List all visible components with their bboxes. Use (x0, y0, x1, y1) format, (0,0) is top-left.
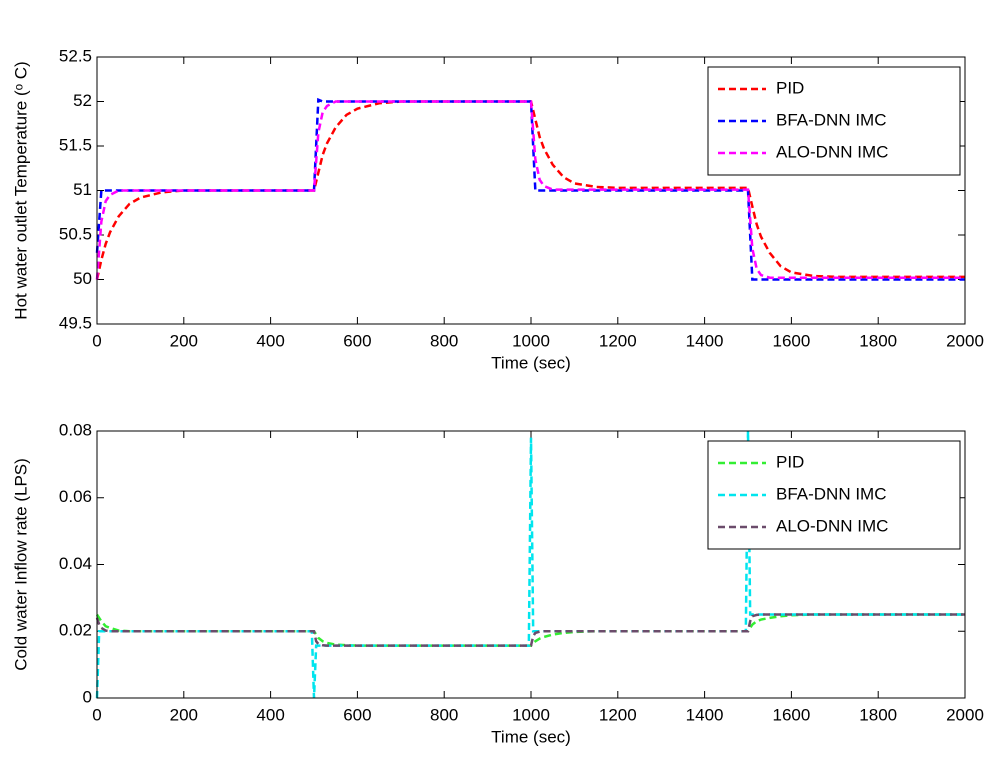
y-tick-label: 52.5 (59, 46, 92, 65)
x-tick-label: 2000 (946, 331, 984, 350)
series-line (95, 430, 965, 699)
y-axis-label: Hot water outlet Temperature (ᵒ C) (11, 61, 30, 319)
x-tick-label: 400 (256, 705, 284, 724)
legend-label: ALO-DNN IMC (776, 142, 888, 161)
legend-label: BFA-DNN IMC (776, 484, 887, 503)
y-tick-label: 0 (83, 687, 92, 706)
x-tick-label: 1600 (772, 705, 810, 724)
y-tick-label: 50 (73, 269, 92, 288)
x-tick-label: 1600 (772, 331, 810, 350)
x-tick-label: 400 (256, 331, 284, 350)
x-tick-label: 0 (92, 331, 101, 350)
y-tick-label: 52 (73, 91, 92, 110)
y-tick-label: 0.06 (59, 487, 92, 506)
y-tick-label: 0.02 (59, 621, 92, 640)
x-tick-label: 200 (170, 331, 198, 350)
x-tick-label: 1000 (512, 705, 550, 724)
x-tick-label: 200 (170, 705, 198, 724)
x-tick-label: 1800 (859, 331, 897, 350)
series-line (95, 613, 965, 647)
legend-box (707, 440, 961, 550)
x-tick-label: 0 (92, 705, 101, 724)
y-axis-label: Cold water Inflow rate (LPS) (11, 458, 30, 671)
x-tick-label: 1400 (686, 705, 724, 724)
axes-frame (96, 430, 966, 699)
x-tick-label: 1200 (599, 705, 637, 724)
series-line (95, 97, 965, 281)
x-tick-label: 600 (343, 331, 371, 350)
x-tick-label: 800 (430, 705, 458, 724)
x-tick-label: 1000 (512, 331, 550, 350)
legend-label: ALO-DNN IMC (776, 516, 888, 535)
legend-label: PID (776, 78, 804, 97)
series-line (95, 100, 965, 280)
y-tick-label: 50.5 (59, 224, 92, 243)
x-tick-label: 2000 (946, 705, 984, 724)
x-axis-label: Time (sec) (491, 353, 571, 372)
y-tick-label: 51.5 (59, 135, 92, 154)
x-tick-label: 1800 (859, 705, 897, 724)
x-tick-label: 1200 (599, 331, 637, 350)
y-tick-label: 49.5 (59, 313, 92, 332)
legend-label: BFA-DNN IMC (776, 110, 887, 129)
x-axis-label: Time (sec) (491, 727, 571, 746)
x-tick-label: 600 (343, 705, 371, 724)
legend-box (707, 66, 961, 176)
legend-label: PID (776, 452, 804, 471)
x-tick-label: 800 (430, 331, 458, 350)
y-tick-label: 0.08 (59, 420, 92, 439)
axes-frame (96, 56, 966, 325)
y-tick-label: 0.04 (59, 554, 92, 573)
y-tick-label: 51 (73, 180, 92, 199)
x-tick-label: 1400 (686, 331, 724, 350)
